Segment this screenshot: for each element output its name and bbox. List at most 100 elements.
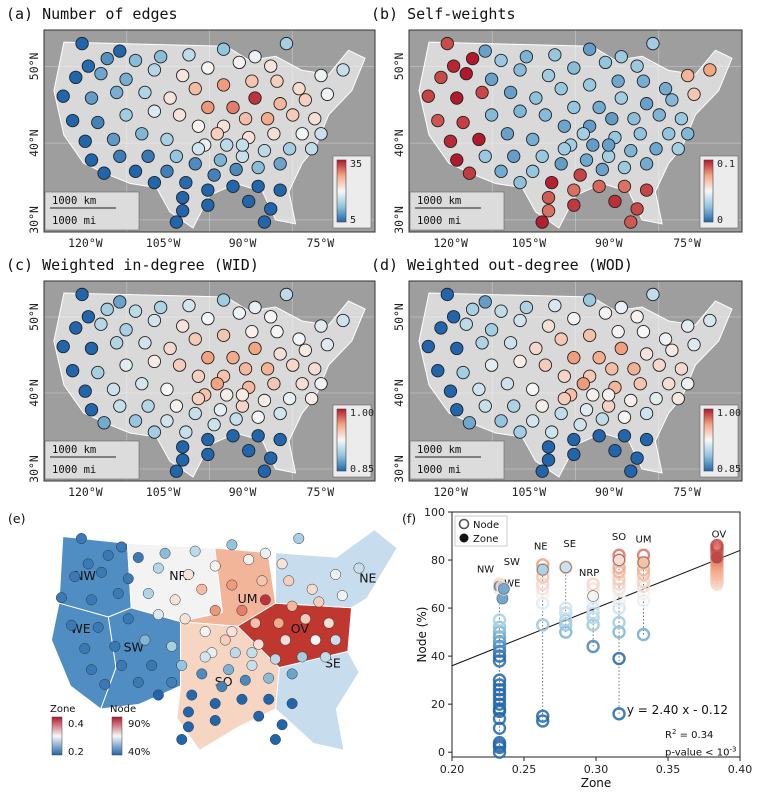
zone-station-point — [75, 533, 87, 544]
lon-tick-label: 105°W — [512, 485, 547, 499]
node-point — [559, 601, 573, 615]
zone-station-point — [86, 594, 97, 606]
station-point — [567, 183, 581, 197]
station-point — [100, 51, 114, 66]
station-point — [601, 388, 616, 402]
station-point — [652, 108, 666, 122]
station-point — [484, 323, 499, 337]
node-point — [492, 654, 507, 668]
station-point — [658, 332, 673, 346]
station-point — [627, 112, 641, 126]
station-point — [538, 358, 553, 372]
station-point — [475, 336, 489, 350]
panel-title: (a) Number of edges — [6, 5, 178, 23]
y-tick-label: 100 — [424, 506, 445, 519]
station-point — [169, 215, 184, 229]
station-point — [110, 336, 124, 350]
node-point — [536, 577, 550, 591]
station-point — [248, 300, 262, 315]
station-point — [179, 425, 193, 439]
station-point — [251, 160, 265, 175]
station-point — [229, 162, 243, 177]
station-point — [614, 91, 628, 105]
zone-name-label: SE — [563, 539, 576, 550]
zone-station-point — [269, 734, 281, 745]
station-point — [456, 365, 470, 380]
station-point — [513, 313, 527, 328]
zone-station-point — [353, 562, 365, 574]
station-point — [188, 82, 202, 96]
station-point — [434, 321, 448, 335]
station-point — [282, 142, 297, 156]
station-point — [210, 377, 224, 391]
map-frame — [408, 29, 743, 233]
station-point — [573, 417, 587, 432]
station-point — [554, 406, 568, 421]
zone-station-point — [139, 634, 151, 646]
y-tick-label: 0 — [438, 746, 445, 759]
station-point — [273, 157, 287, 171]
station-point — [484, 72, 499, 86]
station-point — [238, 112, 253, 126]
station-point — [639, 183, 654, 197]
zone-name-label: SW — [504, 557, 520, 568]
station-point — [273, 183, 287, 197]
zone-station-point — [176, 734, 188, 745]
station-point — [443, 134, 458, 148]
station-point — [519, 300, 534, 315]
station-point — [541, 204, 556, 218]
lon-tick-label: 105°W — [146, 236, 181, 250]
zone-station-point — [263, 672, 275, 684]
station-point — [636, 324, 651, 339]
station-point — [292, 332, 306, 346]
station-point — [681, 319, 695, 333]
station-point — [207, 168, 221, 182]
station-point — [614, 341, 628, 356]
scalebar-box — [409, 191, 505, 231]
station-point — [624, 464, 638, 478]
station-point — [658, 82, 673, 96]
station-point — [674, 112, 689, 126]
station-point — [545, 175, 559, 190]
station-point — [614, 300, 628, 315]
zone-station-point — [116, 659, 128, 671]
station-point — [592, 429, 606, 443]
lat-tick-label: 50°N — [392, 52, 406, 80]
station-point — [639, 347, 654, 361]
station-point — [65, 364, 80, 378]
scalebar-box — [44, 440, 140, 480]
station-point — [630, 310, 644, 324]
station-point — [154, 50, 168, 64]
station-point — [583, 78, 597, 92]
panel-e-label: (e) — [8, 511, 25, 526]
station-point — [65, 113, 80, 128]
station-point — [598, 55, 613, 70]
station-point — [687, 87, 701, 101]
station-point — [503, 336, 518, 350]
zone-station-point — [169, 594, 181, 606]
station-point — [264, 59, 278, 73]
y-tick-label: 40 — [431, 650, 445, 663]
station-point — [649, 142, 663, 156]
station-point — [583, 293, 597, 307]
station-point — [245, 324, 259, 339]
station-point — [662, 377, 676, 391]
station-point — [450, 341, 464, 356]
r-squared-label: R2 = 0.34 — [665, 728, 713, 741]
station-point — [526, 164, 540, 178]
lon-tick-label: 75°W — [673, 485, 701, 499]
station-point — [91, 115, 105, 130]
station-point — [147, 175, 162, 190]
node-point — [492, 630, 507, 644]
station-point — [513, 104, 527, 118]
node-point — [492, 673, 507, 687]
station-point — [513, 63, 527, 77]
zone-station-point — [286, 600, 298, 612]
station-point — [279, 36, 294, 51]
node-point — [492, 613, 507, 627]
node-point — [492, 639, 507, 654]
station-point — [494, 53, 508, 68]
zone-station-point — [286, 668, 298, 680]
station-point — [554, 332, 568, 346]
station-point — [232, 55, 246, 70]
